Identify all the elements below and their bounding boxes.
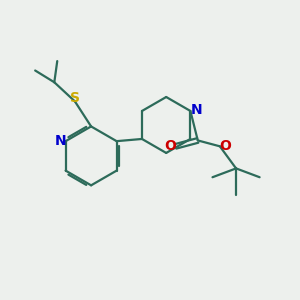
Text: S: S <box>70 91 80 105</box>
Text: O: O <box>219 139 231 153</box>
Text: N: N <box>55 134 66 148</box>
Text: N: N <box>190 103 202 116</box>
Text: O: O <box>164 139 176 153</box>
